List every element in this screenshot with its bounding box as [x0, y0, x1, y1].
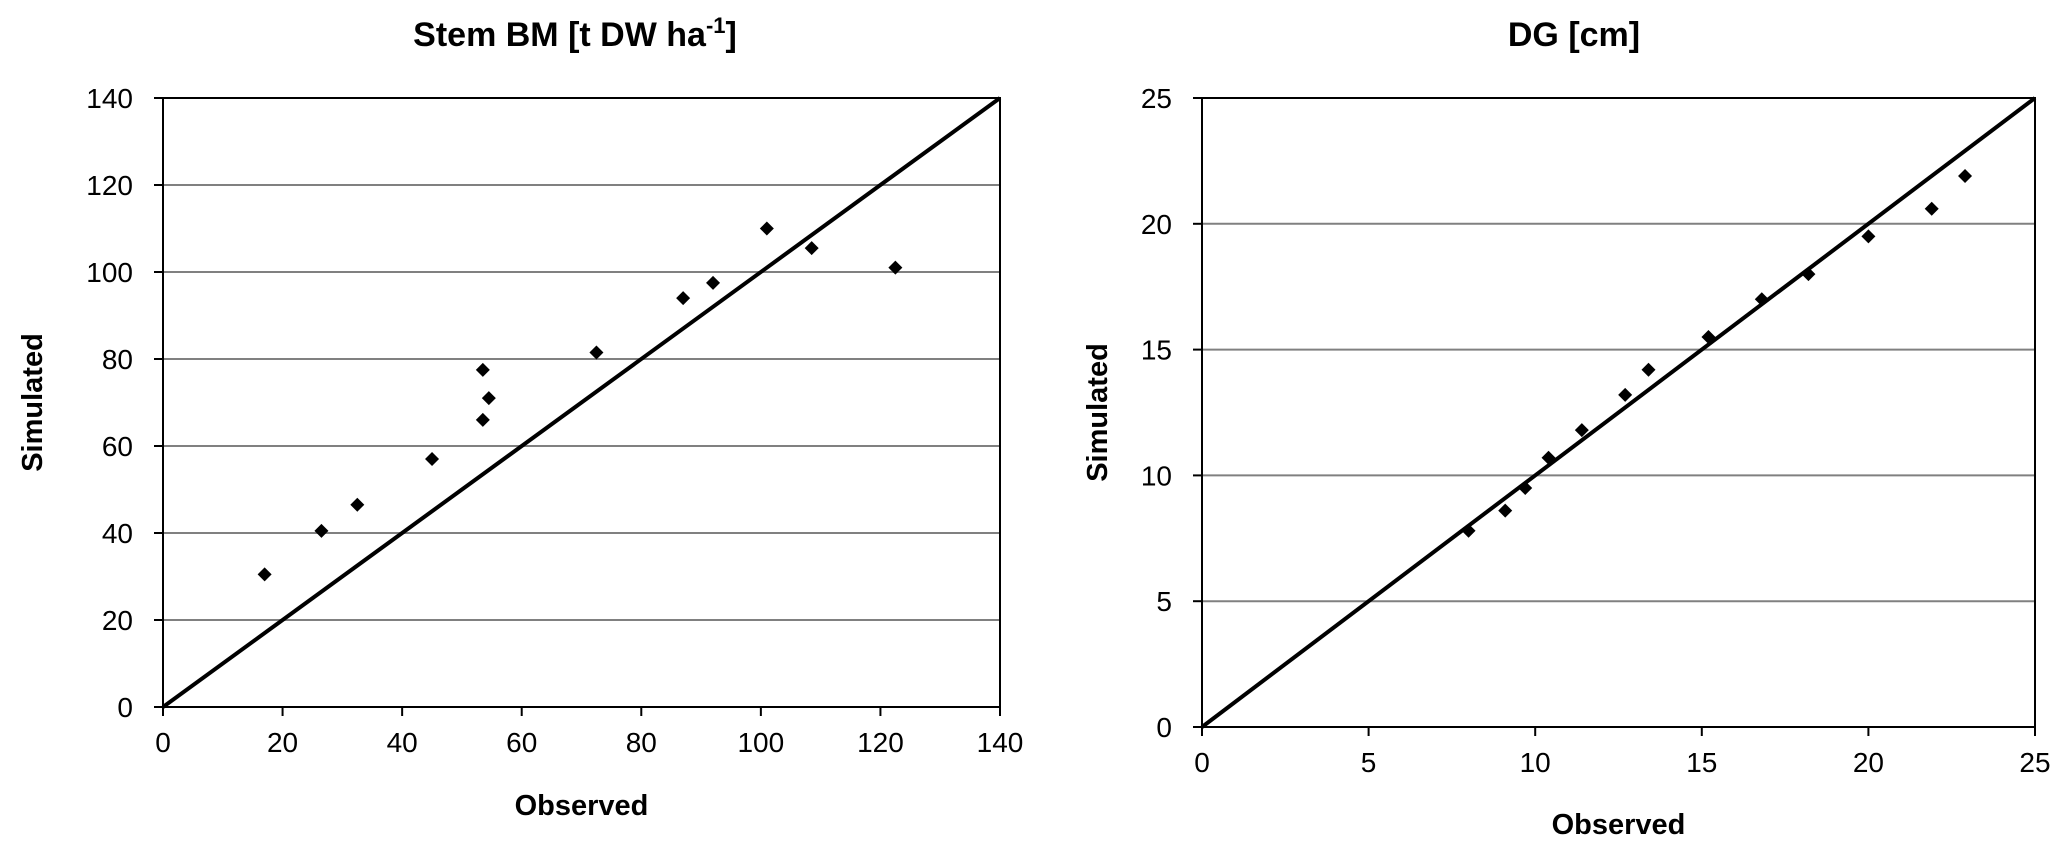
chart-title: DG [cm] [1508, 16, 1640, 54]
plot-frame [162, 97, 1001, 708]
x-tick-label: 15 [1686, 747, 1717, 778]
data-point [1461, 523, 1476, 538]
chart-dg: 0 5 10 15 20 25 0 5 10 15 20 25 DG [cm] Observed Simul… [1082, 16, 2051, 841]
x-tick-label: 120 [857, 727, 904, 758]
y-tick-label: 140 [86, 83, 133, 114]
y-tick-label: 0 [1156, 712, 1172, 743]
data-point [1618, 387, 1633, 402]
data-point [804, 241, 819, 256]
x-tick-label: 5 [1361, 747, 1377, 778]
chart-title-text: Stem BM [t DW ha [413, 16, 707, 54]
data-point [257, 567, 272, 582]
y-axis-label: Simulated [1082, 343, 1114, 482]
data-point [350, 497, 365, 512]
data-point [314, 523, 329, 538]
data-point [589, 345, 604, 360]
one-to-one-line [1200, 96, 2037, 729]
data-point [888, 260, 903, 275]
x-tick-label: 20 [1853, 747, 1884, 778]
x-tick-label: 80 [626, 727, 657, 758]
data-point [1574, 423, 1589, 438]
data-point [1861, 229, 1876, 244]
data-point [475, 412, 490, 427]
data-point [1801, 267, 1816, 282]
chart-title: Stem BM [t DW ha-1] [413, 13, 737, 54]
data-point [1958, 168, 1973, 183]
data-point [676, 291, 691, 306]
plot-frame [1201, 97, 2036, 728]
chart-title-text: DG [cm] [1508, 16, 1640, 54]
y-tick-label: 25 [1141, 83, 1172, 114]
y-tick-label: 80 [102, 344, 133, 375]
data-point [706, 275, 721, 290]
data-point [1701, 330, 1716, 345]
y-tick-label: 120 [86, 170, 133, 201]
x-tick-label: 0 [155, 727, 171, 758]
x-tick-label: 25 [2019, 747, 2050, 778]
y-axis-label: Simulated [17, 333, 49, 472]
y-tick-label: 20 [1141, 209, 1172, 240]
y-tick-label: 20 [102, 605, 133, 636]
data-point [475, 362, 490, 377]
data-point [1541, 450, 1556, 465]
data-point [759, 221, 774, 236]
x-tick-label: 40 [387, 727, 418, 758]
x-axis-label: Observed [1552, 809, 1686, 841]
x-tick-label: 100 [737, 727, 784, 758]
data-point [481, 391, 496, 406]
data-point [1924, 201, 1939, 216]
data-point [425, 452, 440, 467]
chart-title-suffix: ] [726, 16, 737, 54]
y-tick-label: 40 [102, 518, 133, 549]
x-tick-label: 0 [1194, 747, 1210, 778]
x-tick-label: 20 [267, 727, 298, 758]
y-tick-label: 5 [1156, 586, 1172, 617]
x-axis-label: Observed [515, 790, 649, 822]
one-to-one-line [161, 96, 1002, 709]
data-point [1518, 480, 1533, 495]
x-tick-label: 140 [977, 727, 1024, 758]
y-tick-label: 15 [1141, 335, 1172, 366]
chart-title-superscript: -1 [706, 13, 726, 38]
y-tick-label: 10 [1141, 460, 1172, 491]
data-point [1498, 503, 1513, 518]
y-tick-label: 100 [86, 257, 133, 288]
y-tick-label: 0 [117, 692, 133, 723]
y-tick-label: 60 [102, 431, 133, 462]
chart-stem-biomass: 0 20 40 60 80 100 120 140 0 20 40 60 80 100 120 140 Stem… [17, 13, 1023, 822]
data-point [1754, 292, 1769, 307]
x-tick-label: 60 [506, 727, 537, 758]
x-tick-label: 10 [1520, 747, 1551, 778]
data-point [1641, 362, 1656, 377]
